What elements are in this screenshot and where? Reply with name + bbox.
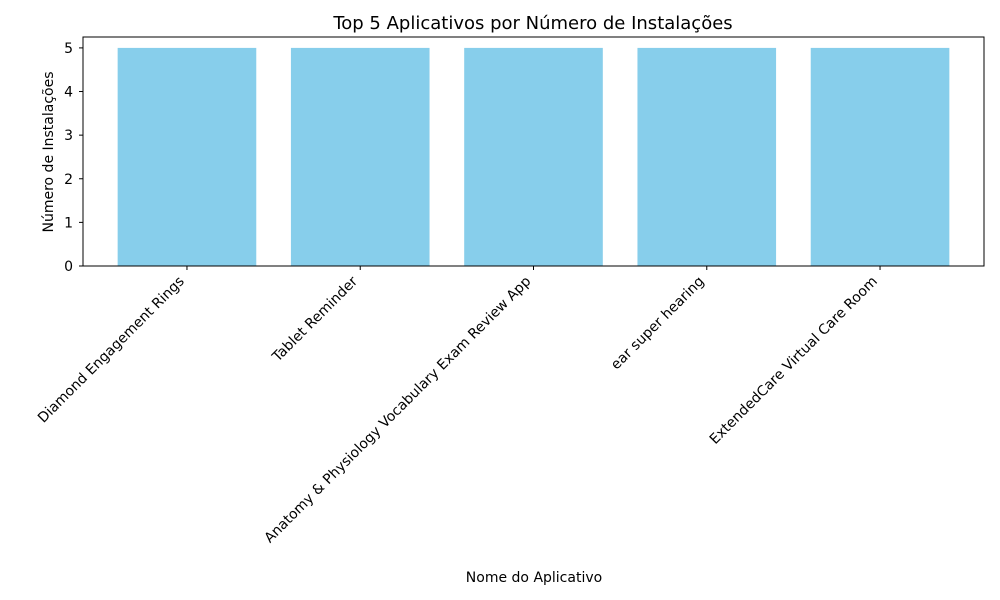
x-axis-ticks: Diamond Engagement Rings Tablet ReminderA… xyxy=(35,266,881,546)
bar xyxy=(117,47,257,267)
y-tick-label: 5 xyxy=(64,41,73,57)
x-tick-label: ear super hearing xyxy=(608,274,708,374)
bar xyxy=(290,47,430,267)
y-axis-ticks: 0 1 2 3 4 5 xyxy=(64,41,83,275)
x-tick-label: Anatomy & Physiology Vocabulary Exam Rev… xyxy=(261,273,534,546)
y-tick-label: 3 xyxy=(64,128,73,144)
chart-title: Top 5 Aplicativos por Número de Instalaç… xyxy=(332,13,732,34)
y-axis-label: Número de Instalações xyxy=(41,71,57,232)
bar xyxy=(810,47,950,267)
y-tick-label: 4 xyxy=(64,85,73,101)
bar xyxy=(637,47,777,267)
x-tick-label: ExtendedCare Virtual Care Room xyxy=(707,274,881,448)
y-tick-label: 1 xyxy=(64,215,73,231)
bar xyxy=(464,47,603,267)
x-tick-label: Diamond Engagement Rings xyxy=(35,274,188,427)
y-tick-label: 0 xyxy=(64,259,73,275)
bars-group xyxy=(117,47,950,267)
y-tick-label: 2 xyxy=(64,172,73,188)
x-tick-label: Tablet Reminder xyxy=(269,273,361,365)
x-axis-label: Nome do Aplicativo xyxy=(466,570,602,586)
plot-frame xyxy=(82,36,985,267)
